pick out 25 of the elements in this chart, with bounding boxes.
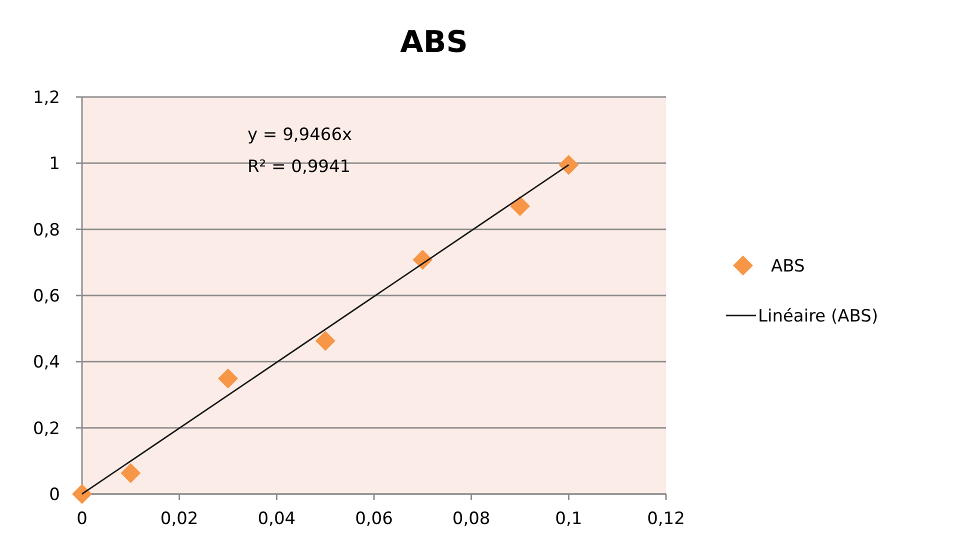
y-tick-label: 0 bbox=[49, 484, 60, 505]
y-tick-label: 0,4 bbox=[32, 352, 60, 373]
x-tick-label: 0,06 bbox=[355, 509, 393, 529]
point bbox=[72, 484, 92, 504]
point bbox=[510, 196, 530, 216]
point bbox=[315, 330, 336, 351]
legend-label: ABS bbox=[771, 256, 805, 276]
point bbox=[558, 154, 579, 175]
y-tick-label: 0,6 bbox=[32, 286, 60, 306]
chart-title: ABS bbox=[400, 25, 468, 60]
annotation: R² = 0,9941 bbox=[247, 157, 351, 177]
legend-label: Linéaire (ABS) bbox=[758, 306, 878, 326]
x-tick-label: 0,08 bbox=[452, 509, 490, 529]
y-tick-label: 1,2 bbox=[32, 88, 60, 108]
x-tick-label: 0,1 bbox=[555, 509, 582, 529]
x-tick-label: 0,12 bbox=[647, 509, 685, 529]
annotation: y = 9,9466x bbox=[247, 125, 352, 145]
x-tick-label: 0,02 bbox=[160, 509, 198, 529]
y-tick-label: 0,2 bbox=[32, 418, 60, 439]
y-tick-label: 0,8 bbox=[32, 220, 60, 240]
x-tick-label: 0,04 bbox=[258, 509, 296, 529]
point bbox=[218, 368, 238, 389]
y-tick-label: 1 bbox=[49, 154, 60, 174]
point bbox=[120, 463, 141, 484]
x-tick-label: 0 bbox=[76, 509, 88, 529]
